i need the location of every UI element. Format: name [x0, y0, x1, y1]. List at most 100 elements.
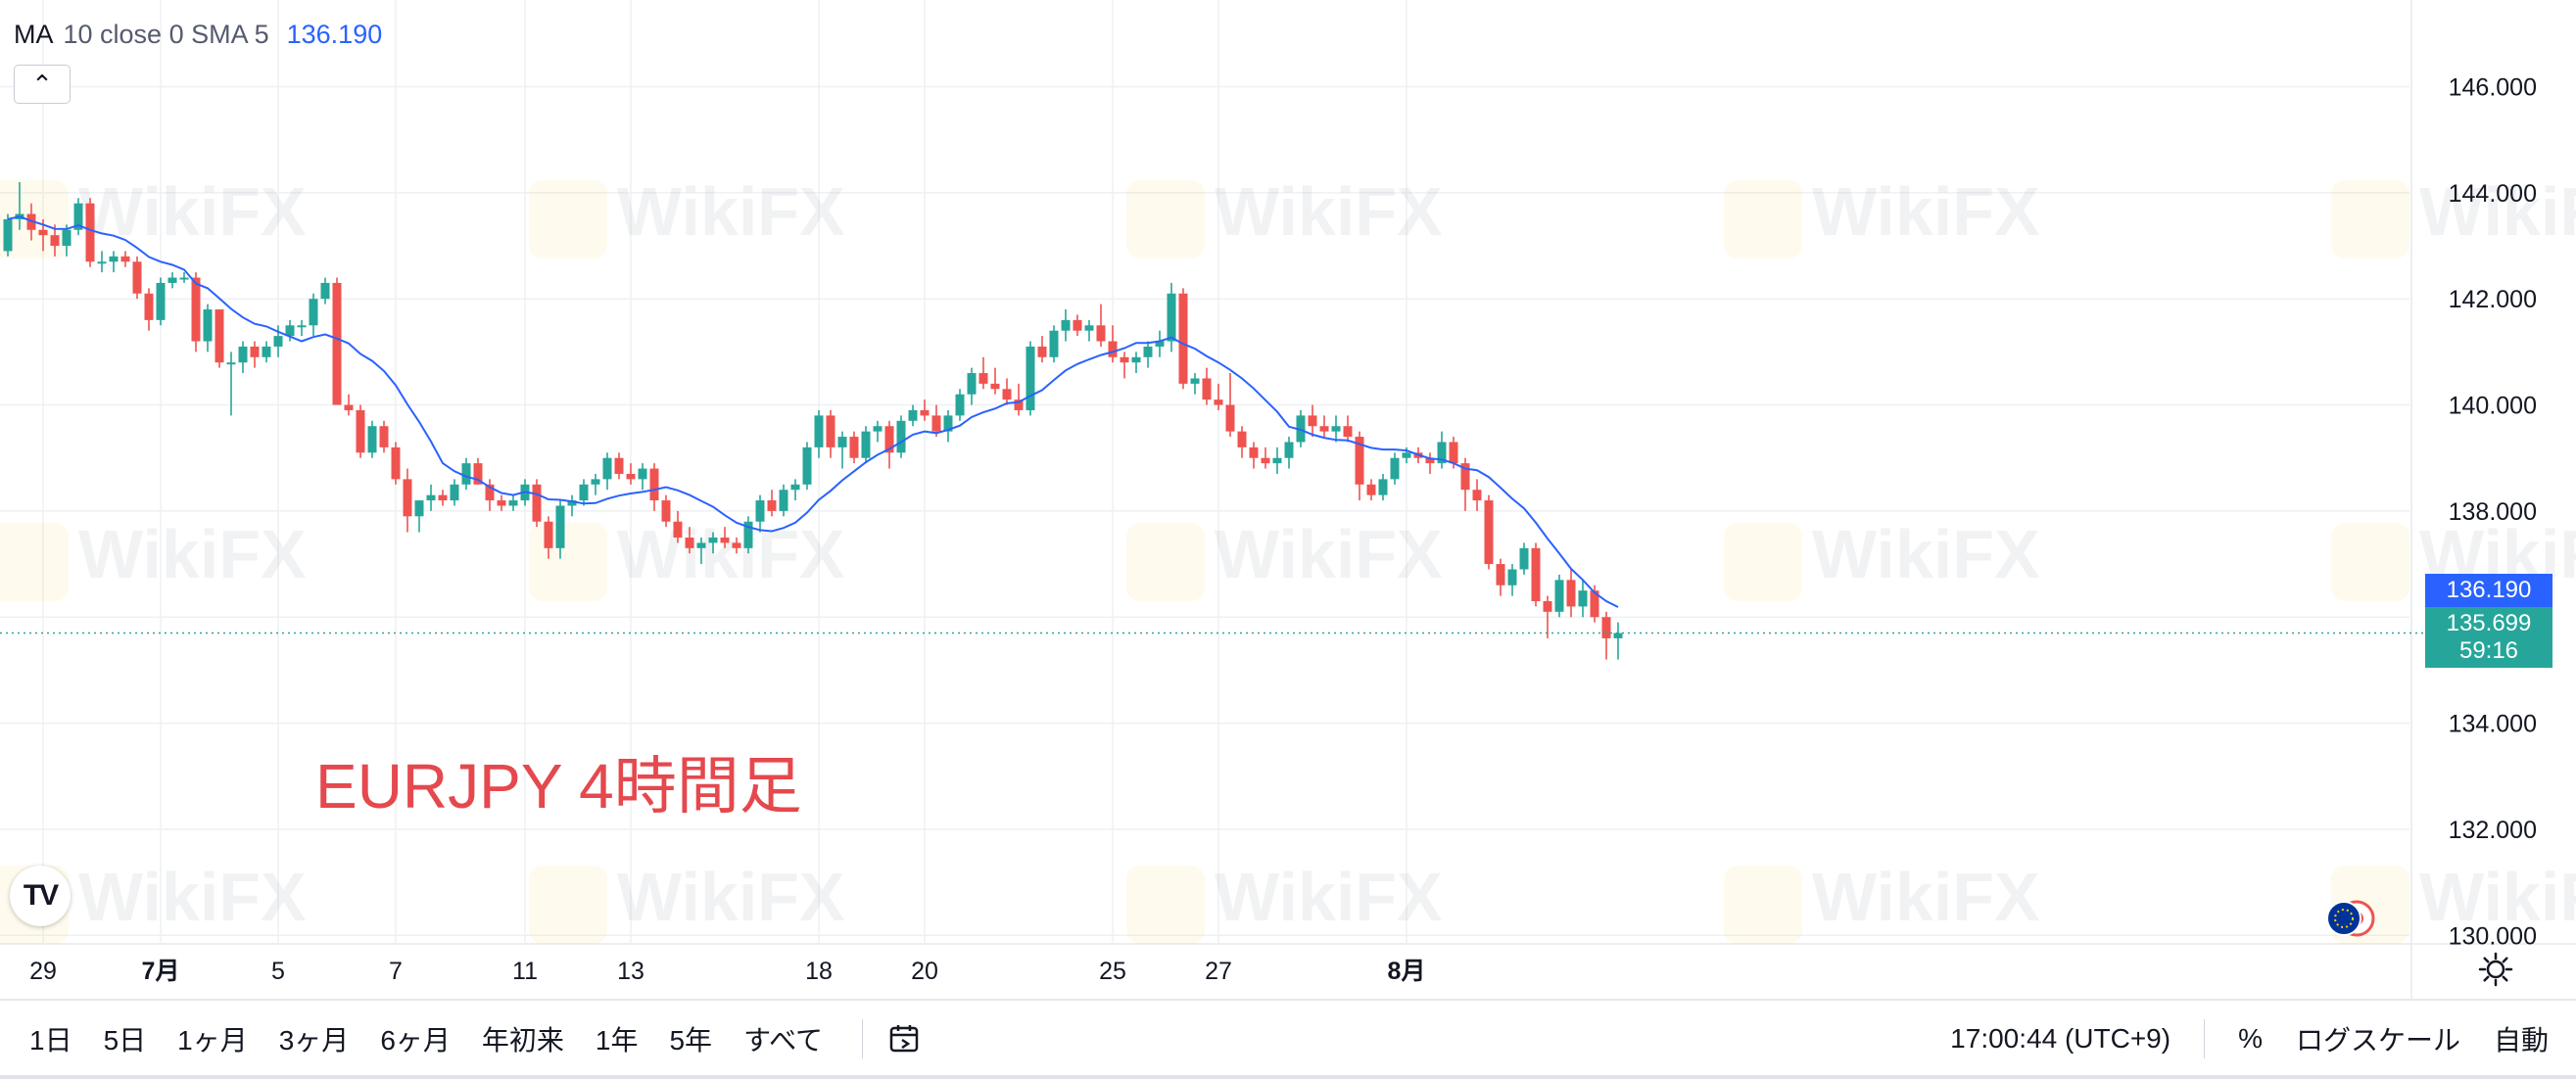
candle-body: [955, 394, 965, 416]
candle: [450, 479, 459, 506]
percent-toggle[interactable]: %: [2238, 1023, 2263, 1054]
x-tick-label: 25: [1099, 958, 1126, 985]
candle: [1319, 415, 1329, 438]
candle: [1014, 383, 1024, 416]
candle-body: [873, 426, 883, 432]
candle: [802, 442, 812, 491]
candle: [837, 431, 847, 469]
candle: [50, 224, 60, 257]
price-axis[interactable]: 146.000144.000142.000140.000138.000136.0…: [2449, 74, 2537, 951]
candle-body: [297, 325, 307, 328]
candle-body: [931, 415, 941, 432]
candle: [1261, 446, 1270, 469]
candle: [285, 319, 295, 342]
candle-body: [1155, 341, 1165, 347]
candle-body: [179, 277, 189, 280]
candle-body: [1073, 319, 1082, 331]
candle: [1178, 288, 1188, 390]
candle-body: [215, 309, 224, 363]
candle-body: [320, 282, 330, 300]
range-button[interactable]: 5日: [103, 1025, 147, 1056]
candle: [908, 404, 918, 427]
y-tick-label: 134.000: [2449, 711, 2537, 738]
candle-body: [450, 484, 459, 501]
range-button[interactable]: 年初来: [481, 1025, 564, 1056]
candle: [250, 341, 260, 368]
y-tick-label: 140.000: [2449, 393, 2537, 420]
candle: [849, 431, 859, 464]
candle-body: [1284, 442, 1294, 458]
candle: [1425, 452, 1435, 474]
range-button[interactable]: 1年: [595, 1025, 639, 1056]
settings-gear-icon[interactable]: [2478, 952, 2513, 987]
range-button[interactable]: 6ヶ月: [380, 1025, 451, 1056]
candle-body: [226, 362, 236, 365]
chart-canvas[interactable]: WikiFX WikiFX WikiFX WikiFX WikiFX WikiFX Wiki…: [0, 0, 2576, 999]
tradingview-logo-icon[interactable]: TV: [10, 866, 71, 926]
calendar-goto-icon[interactable]: [888, 1023, 922, 1055]
range-button[interactable]: 3ヶ月: [278, 1025, 350, 1056]
candle-body: [1143, 346, 1153, 357]
range-button[interactable]: 1ヶ月: [177, 1025, 248, 1056]
range-button[interactable]: 1日: [29, 1025, 72, 1056]
candle: [790, 479, 800, 501]
candle: [1120, 352, 1129, 379]
x-tick-label: 7: [389, 958, 403, 985]
bottom-toolbar: 1日 5日 1ヶ月 3ヶ月 6ヶ月 年初来 1年 5年 すべて 17:00:44 (UTC+9)…: [0, 999, 2576, 1077]
range-button[interactable]: 5年: [669, 1025, 713, 1056]
candle-body: [38, 229, 48, 236]
watermark-text: WikiFX: [1215, 859, 1443, 935]
candle: [1143, 341, 1153, 368]
candle-body: [1566, 580, 1576, 607]
candle-body: [802, 446, 812, 485]
candle: [967, 367, 977, 405]
candle-body: [1355, 437, 1364, 485]
collapse-legend-button[interactable]: ⌃: [14, 65, 71, 104]
candle-body: [344, 404, 354, 410]
ma-line: [7, 215, 1619, 608]
x-tick-label: 8月: [1388, 958, 1426, 985]
watermark-text: WikiFX: [78, 859, 307, 935]
indicator-legend[interactable]: MA 10 close 0 SMA 5 136.190: [14, 20, 382, 50]
candle: [97, 251, 107, 273]
candle: [896, 415, 906, 458]
watermark-logo: [0, 523, 69, 601]
candle: [1613, 622, 1623, 660]
candle-body: [497, 500, 506, 506]
watermark-text: WikiFX: [617, 173, 845, 250]
range-button[interactable]: すべて: [743, 1025, 823, 1056]
candle: [943, 409, 953, 443]
candle: [1108, 325, 1118, 363]
candle-body: [1507, 569, 1517, 586]
watermark-logo: [1126, 180, 1205, 258]
candle-body: [661, 500, 671, 522]
candle: [73, 198, 83, 236]
candle-body: [779, 490, 788, 511]
candle-body: [1449, 442, 1458, 464]
candle-body: [579, 484, 589, 501]
candle-body: [1037, 346, 1047, 357]
auto-scale-toggle[interactable]: 自動: [2493, 1025, 2549, 1056]
candle: [826, 409, 835, 458]
currency-flags-icon[interactable]: [2323, 899, 2378, 938]
candle-body: [755, 500, 765, 522]
candle: [649, 463, 659, 511]
candle-body: [391, 446, 401, 480]
candle: [203, 304, 213, 352]
toolbar-divider: [2204, 1019, 2206, 1058]
clock-timezone[interactable]: 17:00:44 (UTC+9): [1950, 1023, 2171, 1054]
candle-body: [1331, 426, 1341, 432]
candle-body: [1002, 389, 1012, 400]
candle-body: [861, 431, 871, 458]
watermark-text: WikiFX: [78, 516, 307, 592]
candle: [555, 500, 565, 559]
candle: [614, 452, 624, 480]
log-scale-toggle[interactable]: ログスケール: [2295, 1025, 2460, 1056]
candle-body: [403, 479, 412, 517]
time-axis[interactable]: 29 7月 5 7 11 13 18 20 25 27 8月: [29, 958, 1425, 985]
candle: [626, 463, 636, 485]
candle-body: [555, 505, 565, 548]
candle-body: [1249, 446, 1259, 458]
candle-body: [1531, 547, 1541, 601]
candle: [320, 277, 330, 305]
